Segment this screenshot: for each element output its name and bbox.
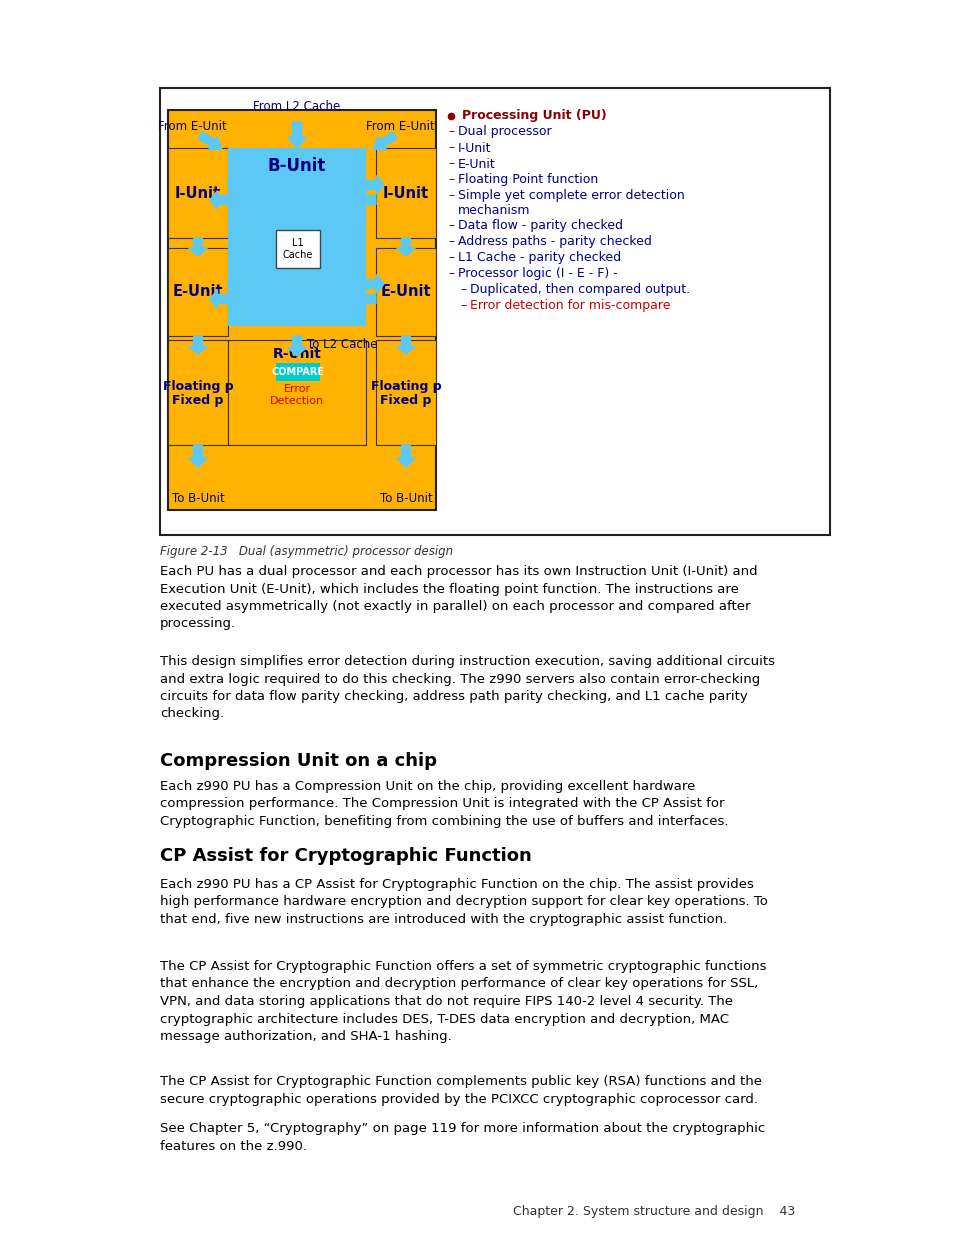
FancyArrow shape — [373, 132, 396, 149]
Text: To L2 Cache: To L2 Cache — [307, 337, 377, 351]
Text: From E-Unit: From E-Unit — [157, 121, 226, 133]
Text: Simple yet complete error detection: Simple yet complete error detection — [457, 189, 684, 203]
Text: L1 Cache - parity checked: L1 Cache - parity checked — [457, 252, 620, 264]
FancyArrow shape — [396, 336, 415, 354]
Text: –: – — [448, 158, 454, 170]
Bar — [228, 148, 366, 326]
Text: E-Unit: E-Unit — [457, 158, 496, 170]
Bar — [375, 248, 436, 336]
Text: Floating p: Floating p — [163, 380, 233, 393]
Text: E-Unit: E-Unit — [380, 284, 431, 300]
Text: CP Assist for Cryptographic Function: CP Assist for Cryptographic Function — [160, 847, 531, 864]
Text: –: – — [459, 284, 466, 296]
Text: I-Unit: I-Unit — [457, 142, 491, 154]
Text: From L2 Cache: From L2 Cache — [253, 100, 340, 112]
FancyArrow shape — [357, 289, 375, 309]
Text: L1
Cache: L1 Cache — [282, 238, 313, 259]
Text: From E-Unit: From E-Unit — [365, 121, 434, 133]
Text: Fixed p: Fixed p — [172, 394, 223, 408]
Text: E-Unit: E-Unit — [172, 284, 223, 300]
FancyArrow shape — [366, 274, 384, 294]
FancyArrow shape — [396, 445, 415, 467]
Text: Duplicated, then compared output.: Duplicated, then compared output. — [470, 284, 689, 296]
Text: –: – — [448, 189, 454, 203]
Text: I-Unit: I-Unit — [174, 185, 221, 200]
Bar — [275, 230, 319, 268]
Text: Error
Detection: Error Detection — [270, 384, 324, 406]
Bar — [168, 110, 436, 510]
Bar — [160, 88, 829, 535]
Text: mechanism: mechanism — [457, 204, 530, 216]
Text: To B-Unit: To B-Unit — [172, 492, 224, 505]
Bar — [375, 340, 436, 445]
Text: –: – — [448, 268, 454, 280]
Text: Each PU has a dual processor and each processor has its own Instruction Unit (I-: Each PU has a dual processor and each pr… — [160, 564, 757, 631]
Bar — [375, 148, 436, 238]
Text: Processing Unit (PU): Processing Unit (PU) — [461, 110, 606, 122]
Bar — [168, 248, 228, 336]
Text: Address paths - parity checked: Address paths - parity checked — [457, 236, 651, 248]
Text: I-Unit: I-Unit — [382, 185, 429, 200]
Text: B-Unit: B-Unit — [268, 157, 326, 175]
FancyArrow shape — [357, 190, 375, 210]
Bar — [168, 340, 228, 445]
Text: Each z990 PU has a Compression Unit on the chip, providing excellent hardware
co: Each z990 PU has a Compression Unit on t… — [160, 781, 728, 827]
Text: –: – — [448, 220, 454, 232]
FancyArrow shape — [210, 289, 228, 309]
Text: Floating Point function: Floating Point function — [457, 173, 598, 186]
Text: –: – — [448, 236, 454, 248]
Text: The CP Assist for Cryptographic Function complements public key (RSA) functions : The CP Assist for Cryptographic Function… — [160, 1074, 761, 1105]
Text: The CP Assist for Cryptographic Function offers a set of symmetric cryptographic: The CP Assist for Cryptographic Function… — [160, 960, 765, 1044]
FancyArrow shape — [228, 274, 246, 294]
Text: Processor logic (I - E - F) -: Processor logic (I - E - F) - — [457, 268, 618, 280]
Text: This design simplifies error detection during instruction execution, saving addi: This design simplifies error detection d… — [160, 655, 774, 720]
Text: Each z990 PU has a CP Assist for Cryptographic Function on the chip. The assist : Each z990 PU has a CP Assist for Cryptog… — [160, 878, 767, 926]
Text: –: – — [459, 300, 466, 312]
Bar — [228, 340, 366, 445]
Text: –: – — [448, 126, 454, 138]
FancyArrow shape — [197, 132, 222, 149]
Text: COMPARE: COMPARE — [272, 367, 324, 377]
FancyArrow shape — [396, 238, 415, 256]
Text: Figure 2-13   Dual (asymmetric) processor design: Figure 2-13 Dual (asymmetric) processor … — [160, 545, 453, 558]
Text: See Chapter 5, “Cryptography” on page 119 for more information about the cryptog: See Chapter 5, “Cryptography” on page 11… — [160, 1123, 764, 1152]
FancyArrow shape — [189, 445, 207, 467]
FancyArrow shape — [287, 336, 306, 356]
Text: Dual processor: Dual processor — [457, 126, 551, 138]
Text: Data flow - parity checked: Data flow - parity checked — [457, 220, 622, 232]
Bar — [168, 148, 228, 238]
Text: To B-Unit: To B-Unit — [379, 492, 432, 505]
Text: Floating p: Floating p — [371, 380, 441, 393]
FancyArrow shape — [189, 336, 207, 354]
FancyArrow shape — [189, 238, 207, 256]
Text: –: – — [448, 173, 454, 186]
FancyArrow shape — [210, 190, 228, 210]
Text: Compression Unit on a chip: Compression Unit on a chip — [160, 752, 436, 769]
Text: –: – — [448, 142, 454, 154]
Text: Error detection for mis-compare: Error detection for mis-compare — [470, 300, 670, 312]
Text: Fixed p: Fixed p — [380, 394, 432, 408]
Text: R-Unit: R-Unit — [273, 347, 321, 361]
FancyArrow shape — [287, 122, 306, 148]
Text: –: – — [448, 252, 454, 264]
FancyArrow shape — [228, 175, 246, 194]
FancyArrow shape — [366, 175, 384, 194]
Text: Chapter 2. System structure and design    43: Chapter 2. System structure and design 4… — [512, 1205, 794, 1218]
Bar — [275, 363, 319, 382]
